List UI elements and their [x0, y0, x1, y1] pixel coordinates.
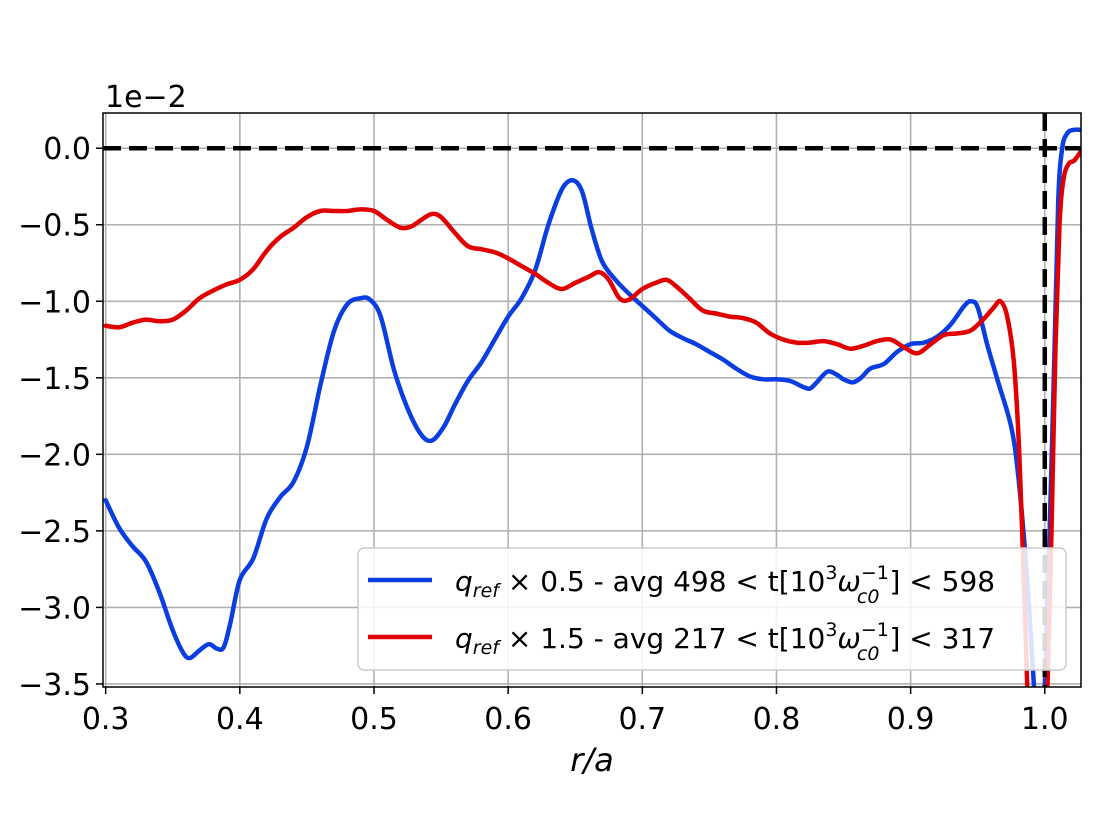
x-axis-ticks: 0.3 0.4 0.5 0.6 0.7 0.8 0.9 1.0 [82, 687, 1069, 737]
legend: qref × 0.5 - avg 498 < t[103ω−1 c0] < 598… [357, 547, 1067, 671]
y-tick-label: −3.0 [18, 591, 91, 626]
y-tick-label: −3.5 [18, 668, 91, 703]
legend-entry-2: qref × 1.5 - avg 217 < t[103ω−1 c0] < 317 [368, 619, 995, 665]
y-tick-label: −1.0 [18, 285, 91, 320]
x-tick-label: 0.5 [350, 702, 398, 737]
y-tick-label: −1.5 [18, 362, 91, 397]
x-tick-label: 0.4 [216, 702, 264, 737]
x-axis-label: r/a [570, 741, 614, 779]
series-line-2-edge [1045, 149, 1081, 687]
axis-offset-label: 1e−2 [105, 80, 187, 115]
y-axis-ticks: 0.0 −0.5 −1.0 −1.5 −2.0 −2.5 −3.0 −3.5 [18, 132, 103, 703]
series-line-2 [103, 207, 1030, 687]
y-tick-label: −2.5 [18, 515, 91, 550]
y-tick-label: −2.0 [18, 438, 91, 473]
y-tick-label: 0.0 [43, 132, 91, 167]
legend-label-1: qref × 0.5 - avg 498 < t[103ω−1 c0] < 598 [455, 562, 995, 608]
series-line-1 [103, 178, 1037, 687]
series-layer [103, 127, 1081, 687]
plot-frame [102, 112, 1082, 688]
grid-lines [103, 113, 1081, 687]
x-tick-label: 0.9 [887, 702, 935, 737]
y-tick-label: −0.5 [18, 209, 91, 244]
legend-label-2: qref × 1.5 - avg 217 < t[103ω−1 c0] < 317 [455, 619, 995, 665]
legend-box [357, 547, 1067, 671]
x-tick-label: 0.7 [618, 702, 666, 737]
x-tick-label: 0.8 [753, 702, 801, 737]
x-tick-label: 1.0 [1021, 702, 1069, 737]
x-tick-label: 0.6 [484, 702, 532, 737]
x-tick-label: 0.3 [82, 702, 130, 737]
legend-entry-1: qref × 0.5 - avg 498 < t[103ω−1 c0] < 598 [368, 562, 995, 608]
